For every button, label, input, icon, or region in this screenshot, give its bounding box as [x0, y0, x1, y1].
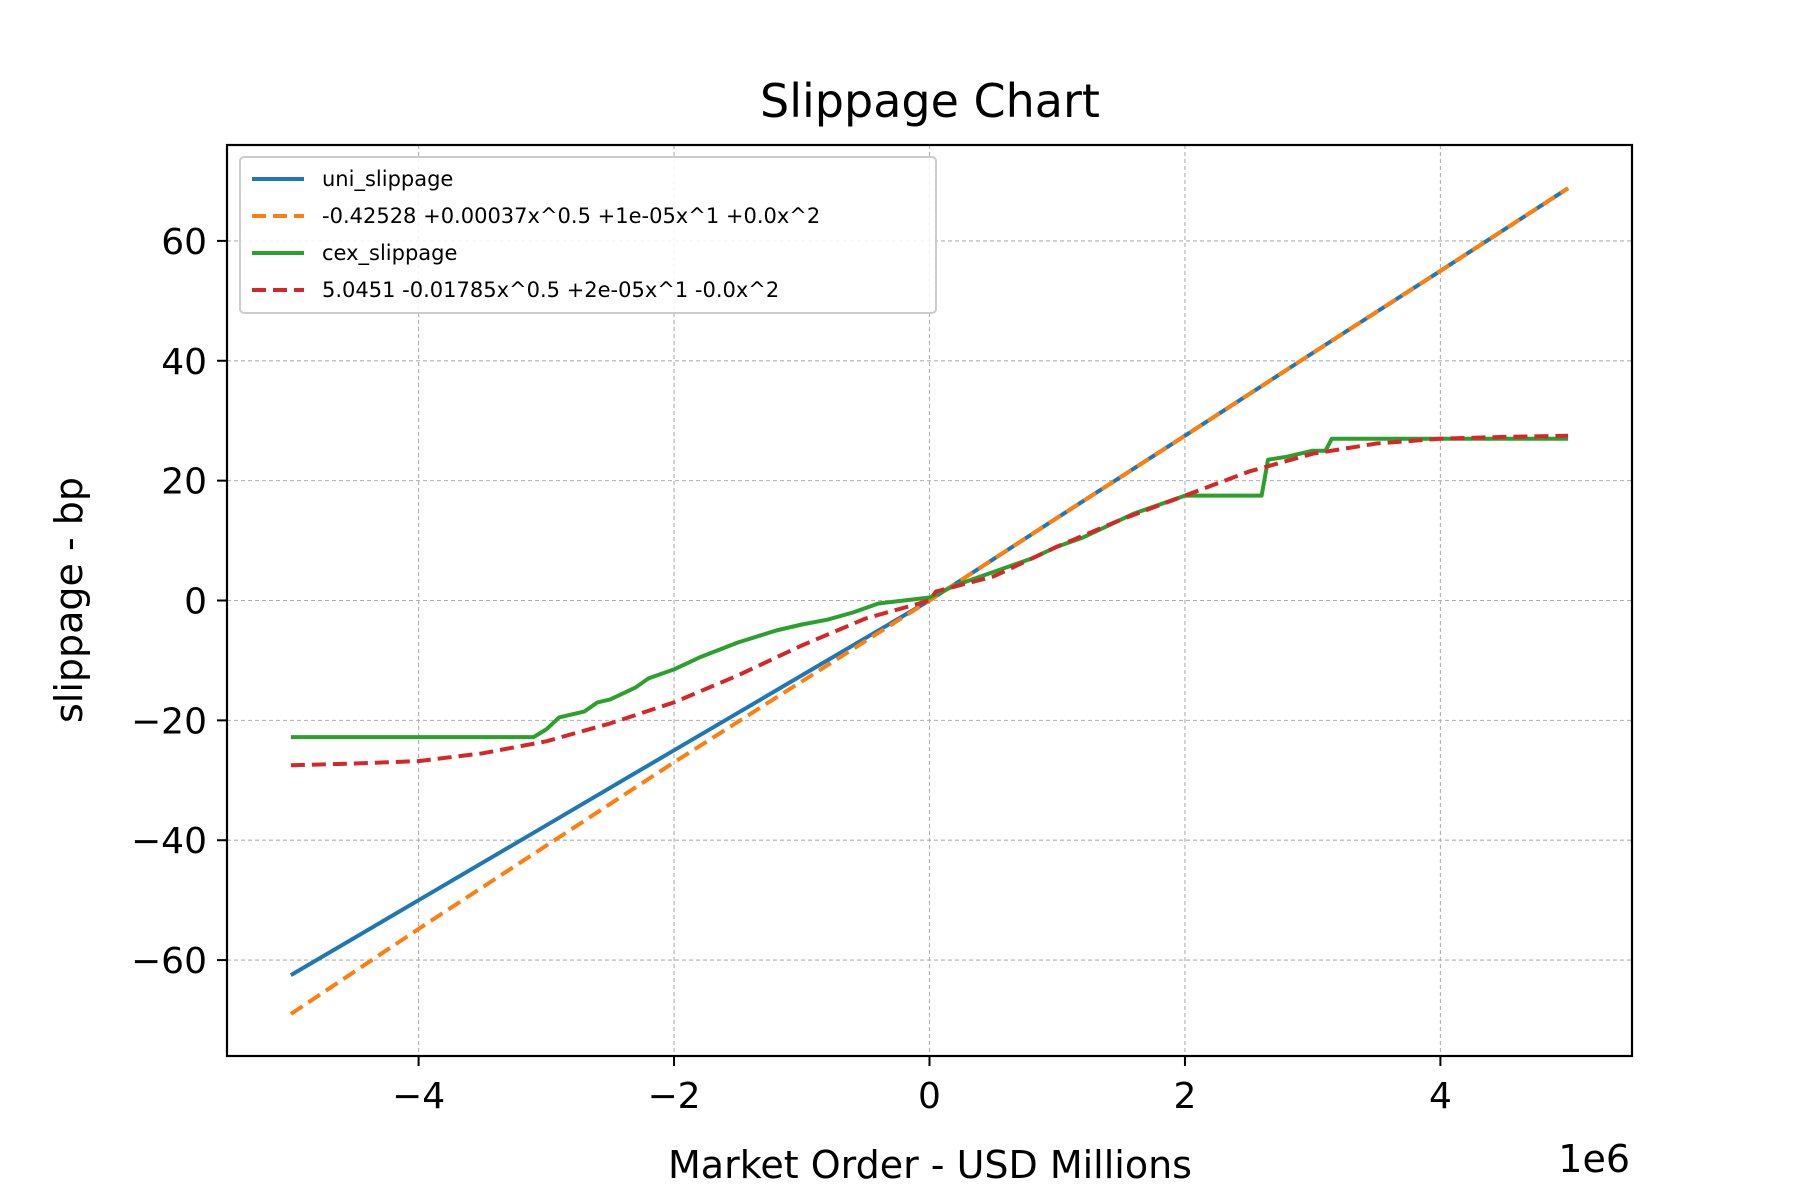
y-tick-label: 40 [161, 342, 207, 383]
x-tick-label: 0 [918, 1076, 941, 1117]
y-tick-label: −40 [131, 821, 207, 862]
y-tick-label: 20 [161, 462, 207, 503]
y-axis-label: slippage - bp [47, 477, 91, 723]
legend-label-3: cex_slippage [322, 241, 457, 266]
x-tick-label: 4 [1429, 1076, 1452, 1117]
x-tick-label: −4 [392, 1076, 445, 1117]
y-tick-label: −60 [131, 941, 207, 982]
y-tick-label: −20 [131, 701, 207, 742]
series-line-3 [290, 436, 1569, 740]
legend-label-2: -0.42528 +0.00037x^0.5 +1e-05x^1 +0.0x^2 [322, 204, 820, 228]
x-tick-label: −2 [648, 1076, 701, 1117]
series-line-2 [289, 186, 1570, 1016]
legend-label-1: uni_slippage [322, 167, 453, 192]
plot-series [289, 186, 1570, 1016]
x-tick-label: 2 [1174, 1076, 1197, 1117]
x-offset-label: 1e6 [1558, 1137, 1630, 1181]
chart-title: Slippage Chart [760, 74, 1100, 128]
y-tick-label: 60 [161, 222, 207, 263]
legend: uni_slippage -0.42528 +0.00037x^0.5 +1e-0… [239, 156, 937, 314]
x-axis-label: Market Order - USD Millions [668, 1143, 1192, 1187]
y-tick-label: 0 [184, 582, 207, 623]
legend-box [239, 156, 937, 314]
legend-label-4: 5.0451 -0.01785x^0.5 +2e-05x^1 -0.0x^2 [322, 278, 779, 302]
